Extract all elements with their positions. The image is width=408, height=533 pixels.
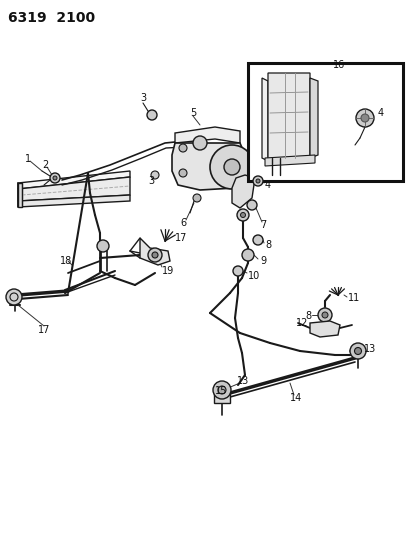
Circle shape <box>356 109 374 127</box>
Circle shape <box>322 312 328 318</box>
Text: 3: 3 <box>148 176 154 186</box>
Circle shape <box>355 348 361 354</box>
Circle shape <box>213 381 231 399</box>
Text: 3: 3 <box>140 93 146 103</box>
Circle shape <box>253 235 263 245</box>
Polygon shape <box>18 171 130 189</box>
Circle shape <box>247 200 257 210</box>
Text: 19: 19 <box>162 266 174 276</box>
Text: 18: 18 <box>60 256 72 266</box>
Text: 8: 8 <box>265 240 271 250</box>
Circle shape <box>253 176 263 186</box>
Text: 15: 15 <box>215 386 227 396</box>
Polygon shape <box>175 127 240 143</box>
Text: 2: 2 <box>42 160 48 170</box>
Circle shape <box>179 144 187 152</box>
Polygon shape <box>140 238 170 265</box>
Circle shape <box>193 194 201 202</box>
Circle shape <box>218 386 226 394</box>
Circle shape <box>224 159 240 175</box>
Circle shape <box>361 114 369 122</box>
Polygon shape <box>265 155 315 166</box>
Text: 4: 4 <box>378 108 384 118</box>
Polygon shape <box>268 73 310 161</box>
Polygon shape <box>172 143 245 190</box>
Circle shape <box>350 343 366 359</box>
Text: 16: 16 <box>333 60 345 70</box>
Circle shape <box>151 171 159 179</box>
Circle shape <box>179 169 187 177</box>
Circle shape <box>210 145 254 189</box>
Text: 10: 10 <box>248 271 260 281</box>
Text: 9: 9 <box>260 256 266 266</box>
Polygon shape <box>310 321 340 337</box>
Text: 5: 5 <box>190 108 196 118</box>
Text: 8: 8 <box>305 311 311 321</box>
Bar <box>248 63 403 181</box>
Circle shape <box>148 248 162 262</box>
Polygon shape <box>18 177 130 201</box>
Circle shape <box>152 252 158 258</box>
Circle shape <box>240 213 246 217</box>
Text: 12: 12 <box>296 318 308 328</box>
Text: 6: 6 <box>180 218 186 228</box>
Text: 13: 13 <box>364 344 376 354</box>
Polygon shape <box>262 78 268 161</box>
Text: 1: 1 <box>25 154 31 164</box>
Circle shape <box>97 240 109 252</box>
Circle shape <box>50 173 60 183</box>
Text: 17: 17 <box>38 325 50 335</box>
Text: 17: 17 <box>175 233 187 243</box>
Polygon shape <box>310 78 318 158</box>
Text: 11: 11 <box>348 293 360 303</box>
Polygon shape <box>18 183 22 207</box>
Circle shape <box>242 249 254 261</box>
Text: 4: 4 <box>265 180 271 190</box>
Circle shape <box>237 209 249 221</box>
Circle shape <box>6 289 22 305</box>
Text: 6319  2100: 6319 2100 <box>8 11 95 25</box>
Polygon shape <box>232 175 255 208</box>
Circle shape <box>318 308 332 322</box>
Circle shape <box>53 176 57 180</box>
Polygon shape <box>214 390 230 403</box>
Text: 14: 14 <box>290 393 302 403</box>
Circle shape <box>147 110 157 120</box>
Circle shape <box>233 266 243 276</box>
Polygon shape <box>18 195 130 207</box>
Circle shape <box>193 136 207 150</box>
Circle shape <box>256 179 260 183</box>
Text: 13: 13 <box>237 376 249 386</box>
Text: 7: 7 <box>260 220 266 230</box>
